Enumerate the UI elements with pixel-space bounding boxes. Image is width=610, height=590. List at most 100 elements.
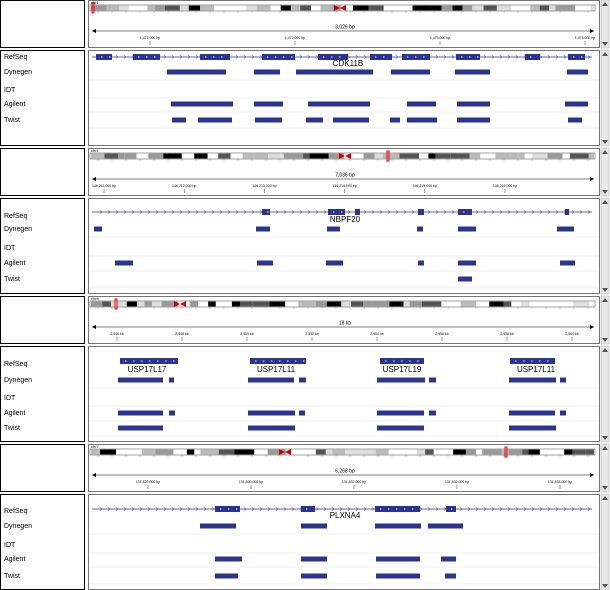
exon-arrow xyxy=(282,55,285,59)
exon xyxy=(250,358,306,364)
strand-arrow xyxy=(211,210,215,214)
cyto-band xyxy=(179,5,189,11)
target-interval xyxy=(377,377,425,383)
cyto-band xyxy=(230,153,243,159)
strand-arrow xyxy=(571,210,575,214)
scrollbar[interactable] xyxy=(600,197,610,295)
scrollbar[interactable] xyxy=(600,443,610,493)
exon-arrow xyxy=(322,55,325,59)
scroll-up[interactable] xyxy=(602,2,608,6)
cyto-band xyxy=(375,449,389,455)
scroll-down[interactable] xyxy=(602,288,608,292)
cyto-band xyxy=(495,153,511,159)
strand-arrow xyxy=(363,210,367,214)
cyto-band xyxy=(311,5,321,11)
scroll-down[interactable] xyxy=(602,584,608,588)
cyto-band xyxy=(403,301,410,307)
centromere xyxy=(174,301,186,307)
target-interval xyxy=(94,226,102,232)
scrollbar[interactable] xyxy=(600,295,610,345)
target-interval xyxy=(458,226,476,232)
cyto-band xyxy=(382,153,400,159)
target-interval xyxy=(375,523,421,529)
strand-arrow xyxy=(363,507,367,511)
scroll-up[interactable] xyxy=(602,150,608,154)
exon xyxy=(355,209,360,215)
strand-arrow xyxy=(459,507,463,511)
cyto-band xyxy=(129,449,143,455)
strand-arrow xyxy=(243,507,247,511)
strand-arrow xyxy=(507,210,511,214)
region-marker xyxy=(504,446,508,458)
position-label: 2,560 kb xyxy=(565,332,578,336)
cyto-band xyxy=(374,153,383,159)
scroll-down[interactable] xyxy=(602,140,608,144)
position-label: 131,832,000 bp xyxy=(445,480,469,484)
cyto-band xyxy=(207,153,219,159)
scroll-up[interactable] xyxy=(602,348,608,352)
strand-arrow xyxy=(467,507,471,511)
strand-arrow xyxy=(563,507,567,511)
scrollbar[interactable] xyxy=(600,0,610,49)
cyto-band xyxy=(173,449,187,455)
name-header-box xyxy=(0,148,85,196)
strand-arrow xyxy=(203,507,207,511)
strand-arrow xyxy=(147,210,151,214)
scrollbar[interactable] xyxy=(600,345,610,443)
exon xyxy=(96,54,112,60)
cyto-band xyxy=(161,301,178,307)
cyto-band xyxy=(147,5,155,11)
exon xyxy=(458,209,472,215)
cyto-band xyxy=(399,153,420,159)
scrollbar[interactable] xyxy=(600,147,610,197)
strand-arrow xyxy=(435,210,439,214)
cyto-band xyxy=(283,153,304,159)
target-interval xyxy=(118,410,163,416)
scroll-up[interactable] xyxy=(602,52,608,56)
scroll-down[interactable] xyxy=(602,486,608,490)
exon-arrow xyxy=(384,359,387,363)
cyto-band xyxy=(231,301,241,307)
scrollbar[interactable] xyxy=(600,493,610,590)
position-label: 1,472,000 bp xyxy=(285,36,305,40)
position-label: 2,556 kb xyxy=(435,332,448,336)
scroll-up[interactable] xyxy=(602,200,608,204)
exon-arrow xyxy=(100,55,103,59)
track-name: Dynegen xyxy=(4,226,32,233)
strand-arrow xyxy=(203,210,207,214)
strand-arrow xyxy=(171,507,175,511)
strand-arrow xyxy=(579,507,583,511)
strand-arrow xyxy=(187,55,191,59)
position-label: 1,474,000 bp xyxy=(575,36,595,40)
exon-arrow xyxy=(235,507,238,511)
cyto-band xyxy=(476,449,483,455)
strand-arrow xyxy=(131,507,135,511)
cyto-band xyxy=(227,5,246,11)
cyto-band xyxy=(398,5,413,11)
scroll-up[interactable] xyxy=(602,298,608,302)
scroll-down[interactable] xyxy=(602,338,608,342)
scroll-up[interactable] xyxy=(602,446,608,450)
region-marker xyxy=(386,150,390,162)
scroll-down[interactable] xyxy=(602,190,608,194)
strand-arrow xyxy=(243,210,247,214)
exon-arrow xyxy=(220,55,223,59)
target-interval xyxy=(333,117,369,123)
exon-arrow xyxy=(374,55,377,59)
scrollbar[interactable] xyxy=(600,49,610,147)
position-label: 2,550 kb xyxy=(240,332,253,336)
track-name-box xyxy=(0,494,85,590)
target-interval xyxy=(215,556,242,562)
scroll-up[interactable] xyxy=(602,496,608,500)
exon xyxy=(215,506,240,512)
cyto-band xyxy=(409,301,422,307)
scroll-down[interactable] xyxy=(602,42,608,46)
target-interval xyxy=(560,377,566,383)
strand-arrow xyxy=(579,210,583,214)
track-name: Agilent xyxy=(4,556,25,563)
exon-arrow xyxy=(270,359,273,363)
cyto-band xyxy=(345,449,355,455)
scroll-down[interactable] xyxy=(602,436,608,440)
target-interval xyxy=(200,523,236,529)
exon-arrow xyxy=(286,359,289,363)
